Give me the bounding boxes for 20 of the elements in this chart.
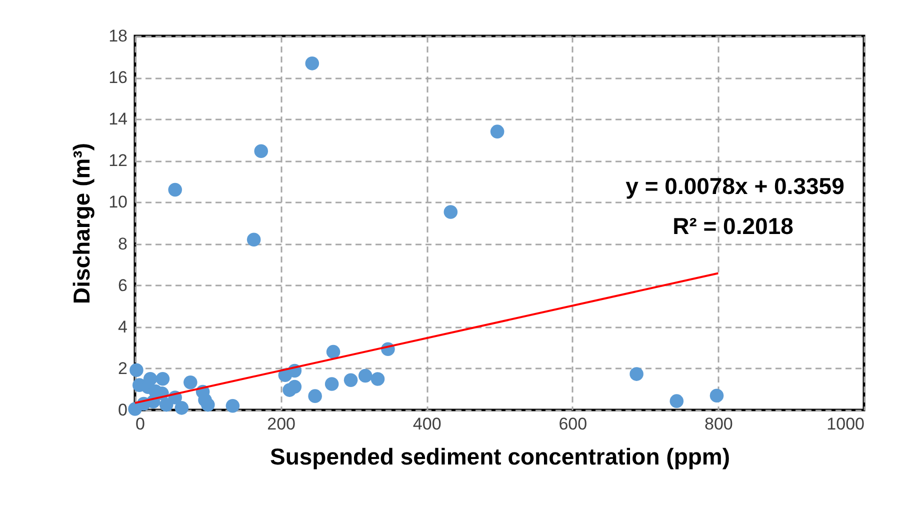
y-tick-label: 18: [108, 26, 128, 46]
x-tick-label: 1000: [826, 414, 864, 434]
y-tick-label: 2: [118, 358, 128, 378]
x-tick-label: 400: [412, 414, 442, 434]
y-axis-title: Discharge (m³): [68, 142, 95, 304]
y-tick-label: 8: [118, 234, 128, 254]
y-tick-label: 0: [118, 400, 128, 420]
y-tick-label: 4: [118, 317, 128, 336]
x-tick-label: 800: [704, 414, 733, 434]
y-tick-label: 14: [108, 110, 128, 129]
y-tick-label: 6: [118, 276, 128, 295]
x-tick-label: 600: [558, 414, 588, 434]
annotation: R² = 0.2018: [672, 213, 794, 239]
y-tick-label: 12: [108, 151, 128, 170]
x-axis-title: Suspended sediment concentration (ppm): [270, 444, 730, 470]
x-tick-label: 200: [267, 414, 296, 434]
annotation: y = 0.0078x + 0.3359: [626, 173, 844, 199]
y-tick-label: 10: [108, 192, 128, 212]
y-tick-label: 16: [108, 68, 128, 88]
x-tick-label: 0: [136, 414, 145, 434]
